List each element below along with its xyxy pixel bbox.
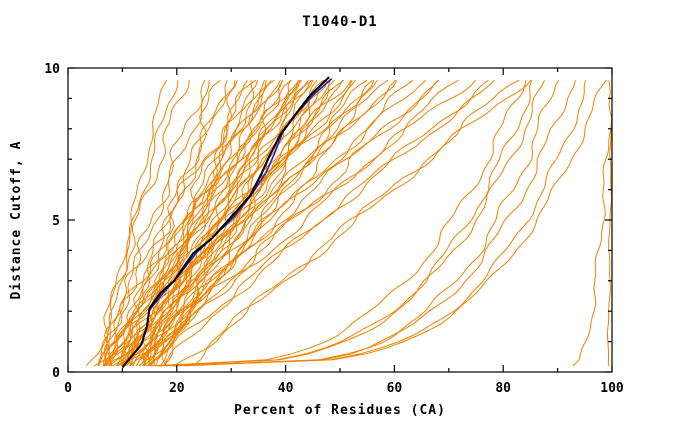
x-tick-label: 20 <box>169 381 185 396</box>
ensemble-curve <box>85 79 257 367</box>
ensemble-curve <box>139 79 476 367</box>
ensemble-curve <box>102 79 206 366</box>
ensemble-curve <box>173 79 520 367</box>
ensemble-curve <box>121 80 228 367</box>
x-tick-label: 40 <box>278 381 294 396</box>
ensemble-curve <box>123 79 357 367</box>
axes-layer: 0 20 40 60 80 100 0 5 10 <box>44 62 624 396</box>
x-axis-label: Percent of Residues (CA) <box>234 403 446 418</box>
x-tick-label: 80 <box>495 381 511 396</box>
ensemble-curve <box>159 80 375 367</box>
ensemble-curve <box>97 79 303 367</box>
ensemble-curve <box>143 79 398 367</box>
ensemble-curve <box>98 80 190 367</box>
ensemble-curve <box>106 79 373 366</box>
ensemble-curve <box>109 79 397 367</box>
ensemble-curve <box>120 79 314 367</box>
ensemble-curve <box>184 80 576 367</box>
ensemble-curve <box>149 80 533 367</box>
x-tick-label: 60 <box>387 381 403 396</box>
ensemble-curve <box>162 79 495 367</box>
ensemble-curve <box>121 80 238 367</box>
ensemble-curve <box>107 80 179 366</box>
ensemble-curve <box>115 79 414 367</box>
ensemble-curve <box>572 80 612 367</box>
ensemble-curve <box>163 79 343 367</box>
x-tick-label: 100 <box>600 381 624 396</box>
ensemble-curve <box>126 79 389 367</box>
ensemble-curve <box>121 80 236 367</box>
y-tick-label: 10 <box>44 62 60 77</box>
ensemble-curve <box>159 80 527 367</box>
x-tick-label: 0 <box>64 381 72 396</box>
ensemble-curve <box>105 80 299 366</box>
ensemble-curve <box>130 79 281 367</box>
ensemble-curve <box>131 79 353 366</box>
ensemble-curve <box>165 80 586 367</box>
highlight-model-curve <box>121 76 330 369</box>
curves-layer <box>85 76 612 369</box>
ensemble-curve <box>156 79 545 367</box>
y-axis-label: Distance Cutoff, A <box>9 141 24 300</box>
ensemble-curve <box>93 79 345 367</box>
y-tick-label: 0 <box>52 366 60 381</box>
ensemble-curve <box>148 80 301 367</box>
ensemble-curve <box>108 79 272 367</box>
ensemble-curve <box>173 79 607 367</box>
ensemble-curve <box>103 80 210 366</box>
y-tick-label: 5 <box>52 214 60 229</box>
ensemble-curve <box>152 79 439 366</box>
ensemble-curve <box>135 79 427 367</box>
ensemble-curve <box>192 79 532 367</box>
ensemble-curve <box>155 79 335 367</box>
ensemble-curve <box>116 79 352 367</box>
chart-title: T1040-D1 <box>302 14 377 30</box>
ensemble-curve <box>172 79 560 367</box>
ensemble-curve <box>160 80 331 367</box>
